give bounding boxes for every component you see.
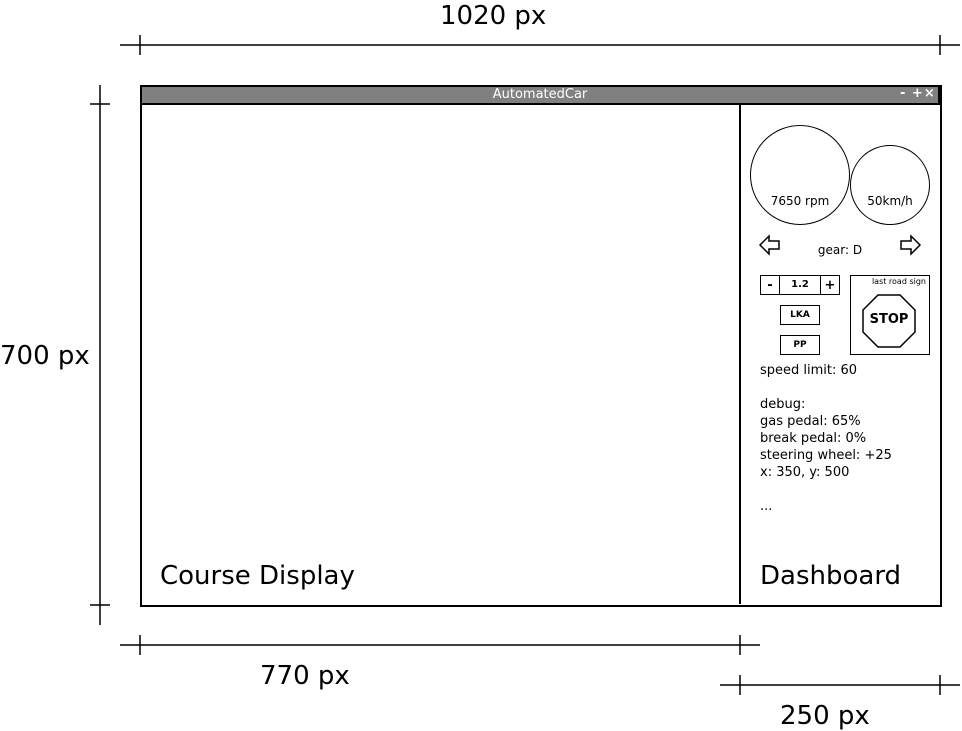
acc-value: 1.2 (791, 279, 809, 290)
debug-steering-wheel: steering wheel: +25 (760, 448, 892, 463)
window-title: AutomatedCar (492, 87, 588, 102)
debug-info: debug: gas pedal: 65% break pedal: 0% st… (760, 396, 892, 515)
octagon-stop-icon (862, 294, 916, 348)
last-road-sign-label: last road sign (871, 277, 926, 286)
last-road-sign-box (850, 275, 930, 355)
debug-position: x: 350, y: 500 (760, 465, 850, 480)
total-height-label: 700 px (0, 341, 90, 371)
debug-gas-pedal: gas pedal: 65% (760, 414, 861, 429)
course-width-label: 770 px (260, 661, 350, 691)
rpm-readout: 7650 rpm (770, 194, 830, 208)
panel-divider (739, 104, 741, 604)
acc-decrease-button[interactable]: - (760, 275, 780, 295)
dashboard-label: Dashboard (760, 561, 902, 591)
debug-break-pedal: break pedal: 0% (760, 431, 867, 446)
dashboard-width-label: 250 px (780, 701, 870, 731)
speed-readout: 50km/h (867, 194, 913, 208)
pp-button[interactable]: PP (780, 335, 820, 355)
acc-increase-button[interactable]: + (820, 275, 840, 295)
course-display-panel (142, 105, 739, 603)
debug-heading: debug: (760, 397, 806, 412)
lka-button[interactable]: LKA (780, 305, 820, 325)
total-width-label: 1020 px (440, 1, 547, 31)
window-titlebar[interactable] (140, 85, 940, 105)
arrow-left-icon (758, 234, 780, 256)
gear-indicator: gear: D (817, 243, 863, 257)
course-display-label: Course Display (160, 561, 355, 591)
window-controls[interactable]: - +× (900, 86, 936, 101)
debug-more: ... (760, 499, 773, 514)
arrow-right-icon (900, 234, 922, 256)
speed-limit: speed limit: 60 (760, 363, 858, 378)
debug-spacer (760, 481, 892, 498)
rpm-gauge (750, 125, 850, 225)
speed-gauge (850, 145, 930, 225)
road-sign-text: STOP (869, 312, 909, 327)
